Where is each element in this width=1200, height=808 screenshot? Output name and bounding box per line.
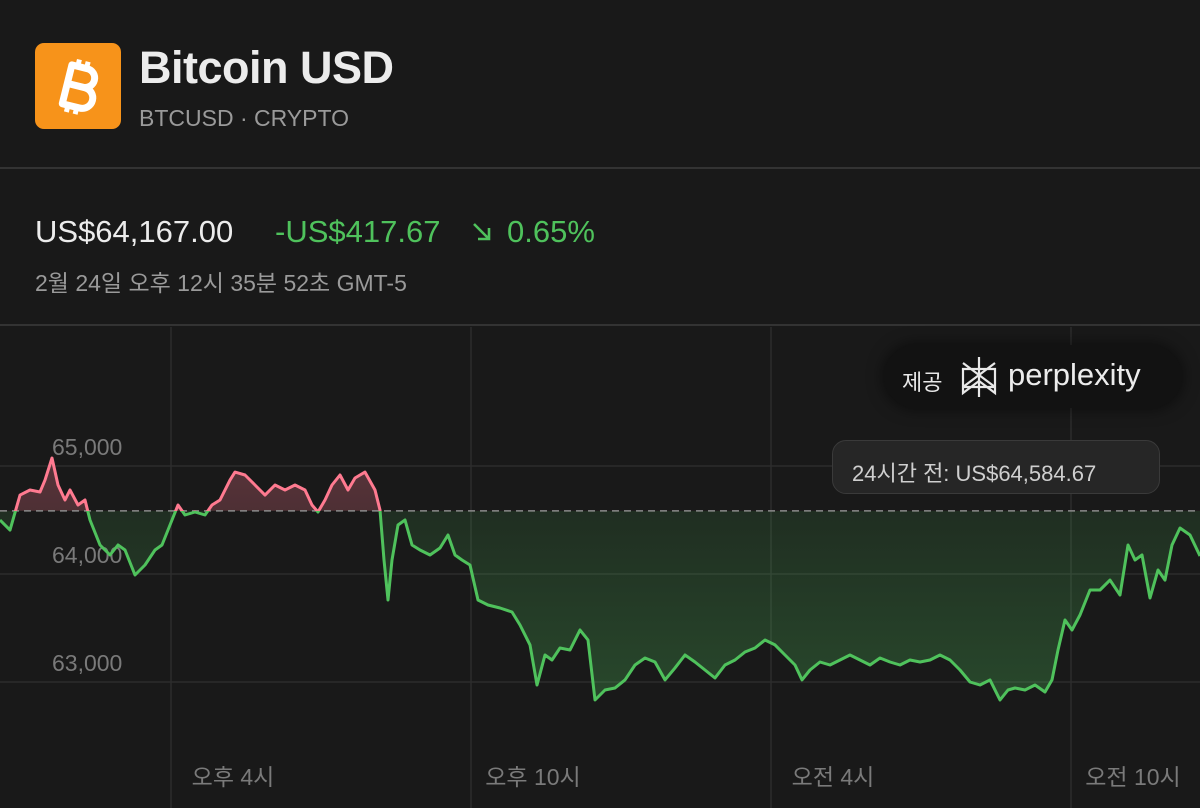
area-shade [0,458,1200,511]
divider [0,324,1200,326]
x-tick-label: 오후 4시 [192,764,275,790]
price: US$64,167.00 [35,214,234,249]
change: -US$417.67 [275,214,441,249]
title: Bitcoin USD [139,42,394,93]
x-tick-label: 오후 10시 [485,764,580,790]
badge-prefix: 제공 [902,370,943,395]
timestamp: 2월 24일 오후 12시 35분 52초 GMT-5 [35,270,407,296]
area-shade [0,510,1200,700]
y-tick-label: 63,000 [52,650,122,676]
bitcoin-icon [35,43,121,129]
provider-badge: 제공 perplexity [884,345,1182,408]
price-line [0,456,1200,702]
x-tick-label: 오전 10시 [1085,764,1180,790]
change-percent: 0.65% [507,214,595,249]
down-arrow [473,223,491,241]
perplexity-logo [961,357,997,397]
badge-provider: perplexity [1008,357,1141,392]
y-tick-label: 65,000 [52,434,122,460]
subtitle: BTCUSD · CRYPTO [139,105,350,131]
divider [0,167,1200,169]
reference-label-box: 24시간 전: US$64,584.67 [832,440,1160,494]
x-tick-label: 오전 4시 [792,764,875,790]
reference-label: 24시간 전: US$64,584.67 [852,461,1097,486]
